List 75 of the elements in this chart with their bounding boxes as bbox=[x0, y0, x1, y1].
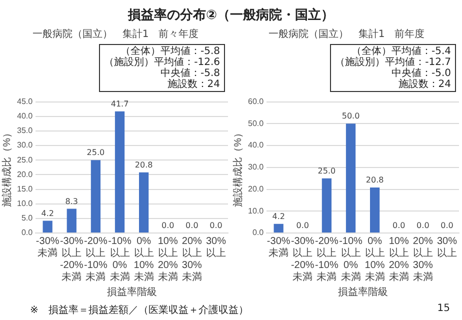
text: 施設数：24 bbox=[166, 79, 220, 90]
y-tick-label: 30.0 bbox=[248, 162, 264, 172]
data-label: 25.0 bbox=[86, 148, 105, 158]
x-tick-label: 30%以上 bbox=[436, 236, 458, 259]
x-axis-title: 損益率階級 bbox=[338, 286, 388, 298]
y-tick-label: 40.0 bbox=[16, 112, 34, 121]
bar bbox=[322, 178, 332, 232]
data-label: 20.8 bbox=[366, 176, 384, 185]
y-tick-label: 60.0 bbox=[248, 97, 264, 106]
y-tick-label: 20.0 bbox=[248, 184, 264, 194]
chart-title: 一般病院（国立） 集計1 前々年度 bbox=[31, 28, 200, 42]
x-tick-label: -30%未満 bbox=[266, 236, 290, 259]
bar bbox=[114, 111, 125, 232]
y-tick-label: 0.0 bbox=[252, 228, 264, 238]
text: 施設数：24 bbox=[397, 79, 451, 90]
x-tick-label: 0%以上10%未満 bbox=[134, 236, 154, 283]
text: ※ 損益率＝損益差額／（医業収益＋介護収益） bbox=[30, 304, 248, 317]
data-label: 0.0 bbox=[440, 221, 454, 230]
bar bbox=[274, 224, 284, 232]
data-label: 0.0 bbox=[296, 221, 310, 230]
text: 15 bbox=[437, 303, 450, 316]
x-tick-label: -30%以上-20%未満 bbox=[290, 236, 314, 283]
x-tick-label: 30%以上 bbox=[206, 236, 226, 259]
y-tick-label: 30.0 bbox=[16, 140, 34, 150]
y-axis-title: 施設構成比（%） bbox=[0, 128, 13, 207]
y-tick-label: 5.0 bbox=[21, 214, 34, 223]
text: 中央値：-5.8 bbox=[159, 68, 220, 79]
data-label: 0.0 bbox=[392, 221, 406, 230]
y-tick-label: 45.0 bbox=[16, 97, 34, 106]
text: （全体）平均値：-5.4 bbox=[351, 46, 451, 57]
y-tick-label: 10.0 bbox=[16, 199, 34, 208]
bar bbox=[66, 208, 76, 232]
data-label: 50.0 bbox=[342, 112, 360, 121]
data-label: 0.0 bbox=[162, 221, 174, 230]
data-label: 0.0 bbox=[186, 221, 198, 230]
x-tick-label: -10%以上0%未満 bbox=[108, 236, 132, 283]
data-label: 0.0 bbox=[210, 221, 222, 230]
y-tick-label: 20.0 bbox=[16, 170, 34, 179]
y-axis-title: 施設構成比（%） bbox=[232, 128, 244, 207]
y-tick-label: 25.0 bbox=[16, 155, 34, 164]
x-axis-title: 損益率階級 bbox=[106, 286, 157, 298]
data-label: 25.0 bbox=[318, 166, 336, 176]
x-tick-label: -20%以上-10%未満 bbox=[315, 236, 338, 283]
bar bbox=[139, 172, 149, 232]
y-tick-label: 40.0 bbox=[248, 140, 264, 150]
x-tick-label: 20%以上30%未満 bbox=[412, 236, 434, 283]
bar bbox=[370, 188, 380, 232]
y-tick-label: 10.0 bbox=[248, 206, 264, 216]
y-tick-label: 0.0 bbox=[21, 228, 34, 238]
x-tick-label: -30%未満 bbox=[36, 236, 60, 259]
data-label: 0.0 bbox=[416, 221, 430, 230]
bar bbox=[42, 220, 52, 232]
data-label: 4.2 bbox=[272, 212, 285, 221]
text: （施設別）平均値：-12.6 bbox=[104, 57, 220, 68]
y-tick-label: 35.0 bbox=[16, 126, 34, 136]
y-tick-label: 50.0 bbox=[248, 118, 264, 128]
bar bbox=[346, 124, 356, 232]
x-tick-label: -10%以上0%未満 bbox=[339, 236, 363, 283]
text: （全体）平均値：-5.8 bbox=[120, 46, 220, 57]
x-tick-label: 20%以上30%未満 bbox=[182, 236, 202, 283]
text: 中央値：-5.0 bbox=[390, 68, 451, 79]
data-label: 20.8 bbox=[134, 160, 153, 170]
data-label: 41.7 bbox=[110, 100, 129, 108]
x-tick-label: 10%以上20%未満 bbox=[158, 236, 178, 283]
chart-title: 一般病院（国立） 集計1 前年度 bbox=[267, 28, 426, 42]
data-label: 4.2 bbox=[41, 208, 54, 218]
text: 損益率の分布②（一般病院・国立） bbox=[126, 6, 335, 25]
x-tick-label: 0%以上10%未満 bbox=[364, 236, 385, 283]
x-tick-label: -30%以上-20%未満 bbox=[60, 236, 84, 283]
x-tick-label: -20%以上-10%未満 bbox=[84, 236, 108, 283]
bar bbox=[90, 160, 101, 232]
text: （施設別）平均値：-12.7 bbox=[335, 57, 451, 68]
data-label: 8.3 bbox=[65, 196, 78, 206]
y-tick-label: 15.0 bbox=[16, 184, 34, 194]
x-tick-label: 10%以上20%未満 bbox=[388, 236, 409, 283]
